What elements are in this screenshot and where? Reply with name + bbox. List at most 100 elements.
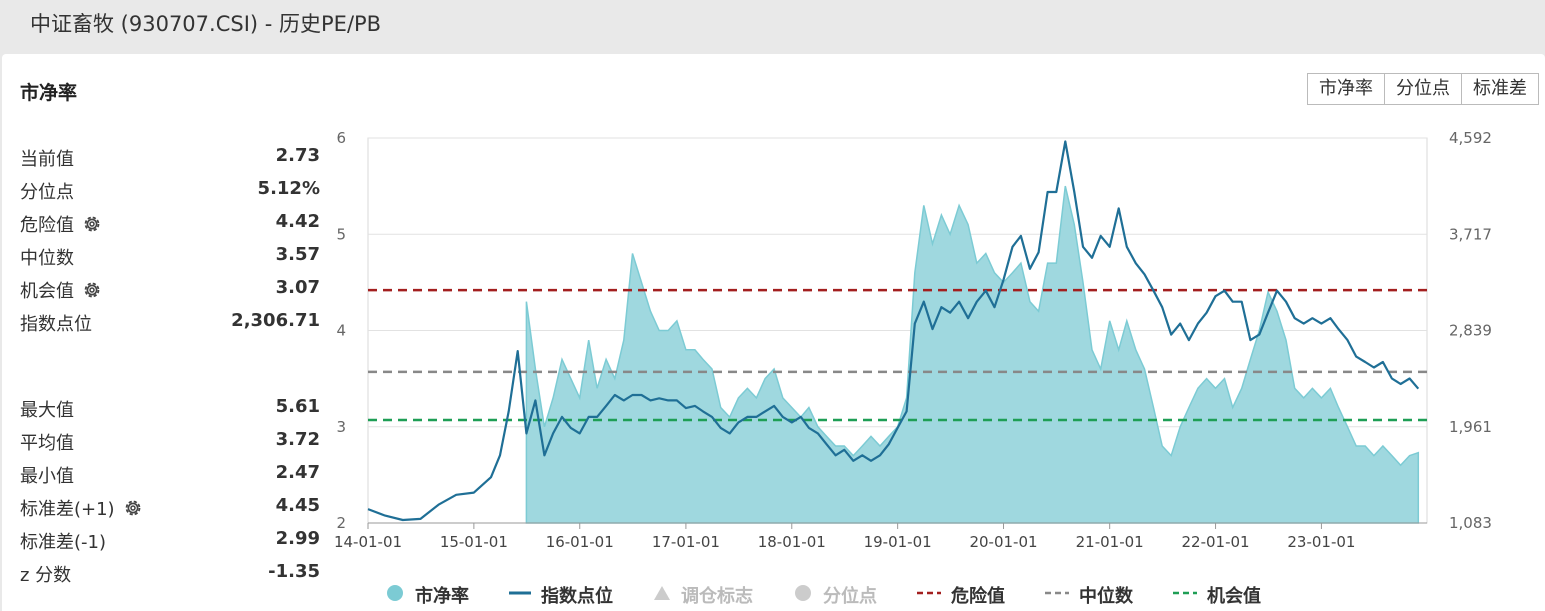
gear-icon[interactable] (82, 280, 102, 305)
pb-area (525, 185, 1420, 524)
toggle-stddev-button[interactable]: 标准差 (1461, 73, 1539, 105)
x-tick-label: 23-01-01 (1287, 533, 1355, 551)
stat-label-text: 当前值 (20, 149, 74, 170)
stat-label-text: 最小值 (20, 466, 74, 487)
legend-item[interactable]: 中位数 (1045, 582, 1133, 608)
y-left-tick-label: 5 (336, 225, 346, 243)
legend-swatch-icon (793, 583, 813, 608)
x-tick-label: 17-01-01 (652, 533, 720, 551)
x-tick-label: 16-01-01 (546, 533, 614, 551)
legend-swatch-icon (653, 583, 671, 608)
y-right-tick-label: 4,592 (1449, 129, 1492, 147)
x-tick-label: 21-01-01 (1076, 533, 1144, 551)
stat-label: 标准差(-1) (20, 528, 106, 554)
gear-icon[interactable] (123, 498, 143, 523)
stat-label: 平均值 (20, 429, 74, 455)
pb-panel: 市净率 市净率 分位点 标准差 当前值 2.73 分位点 5.12% 危险值 4.42 中位… (2, 54, 1545, 611)
stat-label: 最小值 (20, 462, 74, 488)
legend-item[interactable]: 调仓标志 (653, 582, 753, 608)
legend-item[interactable]: 分位点 (793, 582, 877, 608)
reference-lines (368, 288, 1427, 422)
stat-value: 3.07 (275, 277, 320, 298)
stat-row: 危险值 4.42 (20, 207, 320, 240)
stat-label-text: 标准差(-1) (20, 532, 106, 553)
y-right-tick-label: 1,961 (1449, 418, 1492, 436)
x-tick-label: 20-01-01 (969, 533, 1037, 551)
chart-axes: 2 3 4 5 6 1,083 1,961 2,839 3,717 4,592 14-01-01 15… (334, 129, 1492, 551)
pb-area-layer (525, 185, 1420, 524)
stat-label-text: 指数点位 (20, 314, 92, 335)
y-right-tick-label: 1,083 (1449, 514, 1492, 532)
legend-label: 中位数 (1079, 586, 1133, 607)
stat-row: z 分数 -1.35 (20, 557, 320, 590)
x-tick-label: 18-01-01 (758, 533, 826, 551)
legend-item[interactable]: 危险值 (917, 582, 1005, 608)
stat-row: 当前值 2.73 (20, 141, 320, 174)
stat-label: 最大值 (20, 396, 74, 422)
legend-label: 调仓标志 (681, 586, 753, 607)
stats-summary: 当前值 2.73 分位点 5.12% 危险值 4.42 中位数 3.57 机会值 3.07 指数点位… (20, 141, 320, 339)
stat-label-text: 分位点 (20, 182, 74, 203)
legend-label: 指数点位 (541, 586, 613, 607)
legend-label: 机会值 (1207, 586, 1261, 607)
index-line-layer (367, 140, 1420, 522)
stat-row: 分位点 5.12% (20, 174, 320, 207)
stat-label: 指数点位 (20, 310, 92, 336)
stat-row: 指数点位 2,306.71 (20, 306, 320, 339)
stat-label: 机会值 (20, 277, 102, 305)
stat-value: 2.73 (275, 145, 320, 166)
legend-swatch-icon (1173, 583, 1197, 608)
y-left-tick-label: 2 (336, 514, 346, 532)
stat-label-text: 平均值 (20, 433, 74, 454)
stat-label-text: 中位数 (20, 248, 74, 269)
stat-label-text: 危险值 (20, 215, 74, 236)
stat-row: 机会值 3.07 (20, 273, 320, 306)
stat-row: 最小值 2.47 (20, 458, 320, 491)
legend-swatch-icon (917, 583, 941, 608)
legend-item[interactable]: 机会值 (1173, 582, 1261, 608)
stat-value: -1.35 (268, 561, 320, 582)
legend-swatch-icon (509, 583, 531, 608)
section-title: 市净率 (20, 82, 78, 104)
y-left-tick-label: 4 (336, 322, 346, 340)
stat-value: 4.45 (275, 495, 320, 516)
legend-swatch-icon (385, 583, 405, 608)
legend-item[interactable]: 市净率 (385, 582, 469, 608)
y-left-tick-label: 6 (336, 129, 346, 147)
x-tick-label: 19-01-01 (864, 533, 932, 551)
y-right-tick-label: 3,717 (1449, 225, 1492, 243)
index-line (367, 140, 1420, 522)
stat-label: 分位点 (20, 178, 74, 204)
stat-value: 3.57 (275, 244, 320, 265)
stat-value: 2.47 (275, 462, 320, 483)
title-bar: 中证畜牧 (930707.CSI) - 历史PE/PB (0, 0, 1545, 50)
stat-row: 平均值 3.72 (20, 425, 320, 458)
legend-label: 分位点 (823, 586, 877, 607)
stat-label: 当前值 (20, 145, 74, 171)
stat-value: 3.72 (275, 429, 320, 450)
stat-label-text: 机会值 (20, 281, 74, 302)
stat-row: 标准差(-1) 2.99 (20, 524, 320, 557)
stat-row: 标准差(+1) 4.45 (20, 491, 320, 524)
stat-label-text: z 分数 (20, 565, 72, 586)
legend-label: 危险值 (951, 586, 1005, 607)
page-title: 中证畜牧 (930707.CSI) - 历史PE/PB (30, 12, 382, 36)
stat-value: 2.99 (275, 528, 320, 549)
stat-value: 5.61 (275, 396, 320, 417)
chart-legend: 市净率 指数点位 调仓标志 分位点 危险值 中位数 机会值 (385, 582, 1301, 608)
stats-distribution: 最大值 5.61 平均值 3.72 最小值 2.47 标准差(+1) 4.45 标准差(-1) 2… (20, 392, 320, 590)
stat-label: 标准差(+1) (20, 495, 143, 523)
gear-icon[interactable] (82, 214, 102, 239)
x-tick-label: 15-01-01 (440, 533, 508, 551)
y-left-tick-label: 3 (336, 418, 346, 436)
legend-item[interactable]: 指数点位 (509, 582, 613, 608)
stat-row: 最大值 5.61 (20, 392, 320, 425)
pb-chart: 2 3 4 5 6 1,083 1,961 2,839 3,717 4,592 14-01-01 15… (334, 129, 1492, 551)
stat-row: 中位数 3.57 (20, 240, 320, 273)
stat-label: 危险值 (20, 211, 102, 239)
stat-value: 2,306.71 (231, 310, 320, 331)
stat-value: 5.12% (257, 178, 320, 199)
x-tick-label: 14-01-01 (334, 533, 402, 551)
stat-label: z 分数 (20, 561, 71, 587)
legend-label: 市净率 (415, 586, 469, 607)
